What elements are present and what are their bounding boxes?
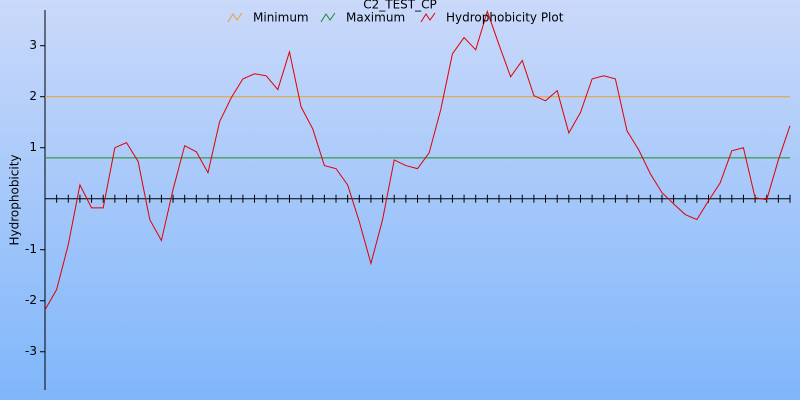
y-tick-label: 3 [29, 38, 37, 52]
y-tick-label: -1 [25, 242, 37, 256]
y-tick-label: 2 [29, 89, 37, 103]
y-tick-label: -3 [25, 344, 37, 358]
legend-label: Minimum [253, 11, 309, 25]
legend-icon [420, 12, 436, 23]
legend-icon [227, 12, 243, 23]
legend-label: Maximum [346, 11, 405, 25]
legend-label: Hydrophobicity Plot [446, 11, 564, 25]
data-line [44, 9, 791, 311]
y-axis-label: Hydrophobicity [8, 154, 22, 245]
legend-icon [320, 12, 336, 23]
y-tick-label: 1 [29, 140, 37, 154]
y-tick-label: -2 [25, 293, 37, 307]
chart-title: C2_TEST_CP [363, 0, 437, 12]
